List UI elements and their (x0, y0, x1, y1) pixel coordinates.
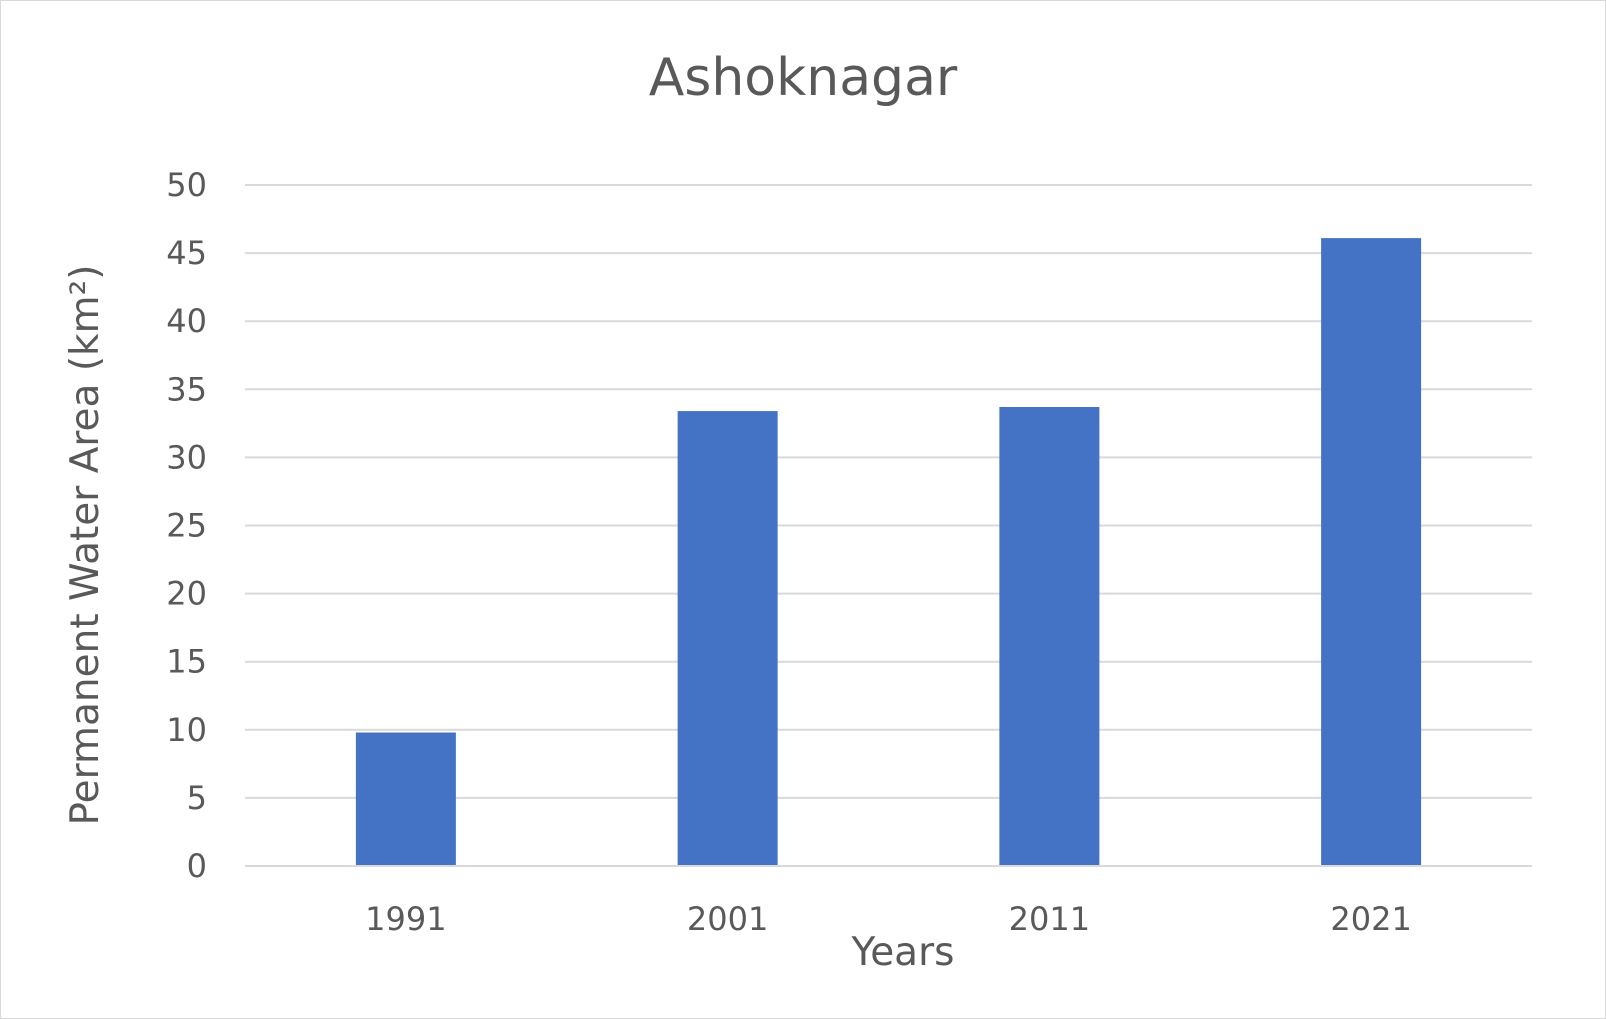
x-tick-label: 2021 (1330, 900, 1411, 938)
bar-2001 (677, 411, 778, 866)
x-axis-ticks: 1991 2001 2011 2021 (365, 900, 1412, 938)
y-tick-label: 20 (166, 575, 207, 613)
bar-2021 (1321, 238, 1422, 867)
x-tick-label: 2001 (687, 900, 768, 938)
bars (355, 238, 1422, 867)
bar-1991 (355, 732, 456, 866)
x-tick-label: 2011 (1009, 900, 1090, 938)
y-tick-label: 10 (166, 711, 207, 749)
x-tick-label: 1991 (365, 900, 446, 938)
y-axis-label: Permanent Water Area (km²) (63, 265, 108, 826)
gridlines (245, 184, 1532, 799)
chart-title: Ashoknagar (649, 48, 958, 108)
x-axis-label: Years (851, 930, 955, 975)
y-tick-label: 45 (166, 234, 207, 272)
y-tick-label: 5 (187, 779, 207, 817)
y-tick-label: 35 (166, 370, 207, 408)
y-tick-label: 40 (166, 302, 207, 340)
y-tick-label: 50 (166, 166, 207, 204)
y-tick-label: 25 (166, 507, 207, 545)
y-axis-ticks: 0 5 10 15 20 25 30 35 40 45 50 (166, 166, 207, 885)
y-tick-label: 0 (187, 847, 207, 885)
y-tick-label: 30 (166, 438, 207, 476)
bar-2011 (999, 407, 1100, 866)
y-tick-label: 15 (166, 643, 207, 681)
